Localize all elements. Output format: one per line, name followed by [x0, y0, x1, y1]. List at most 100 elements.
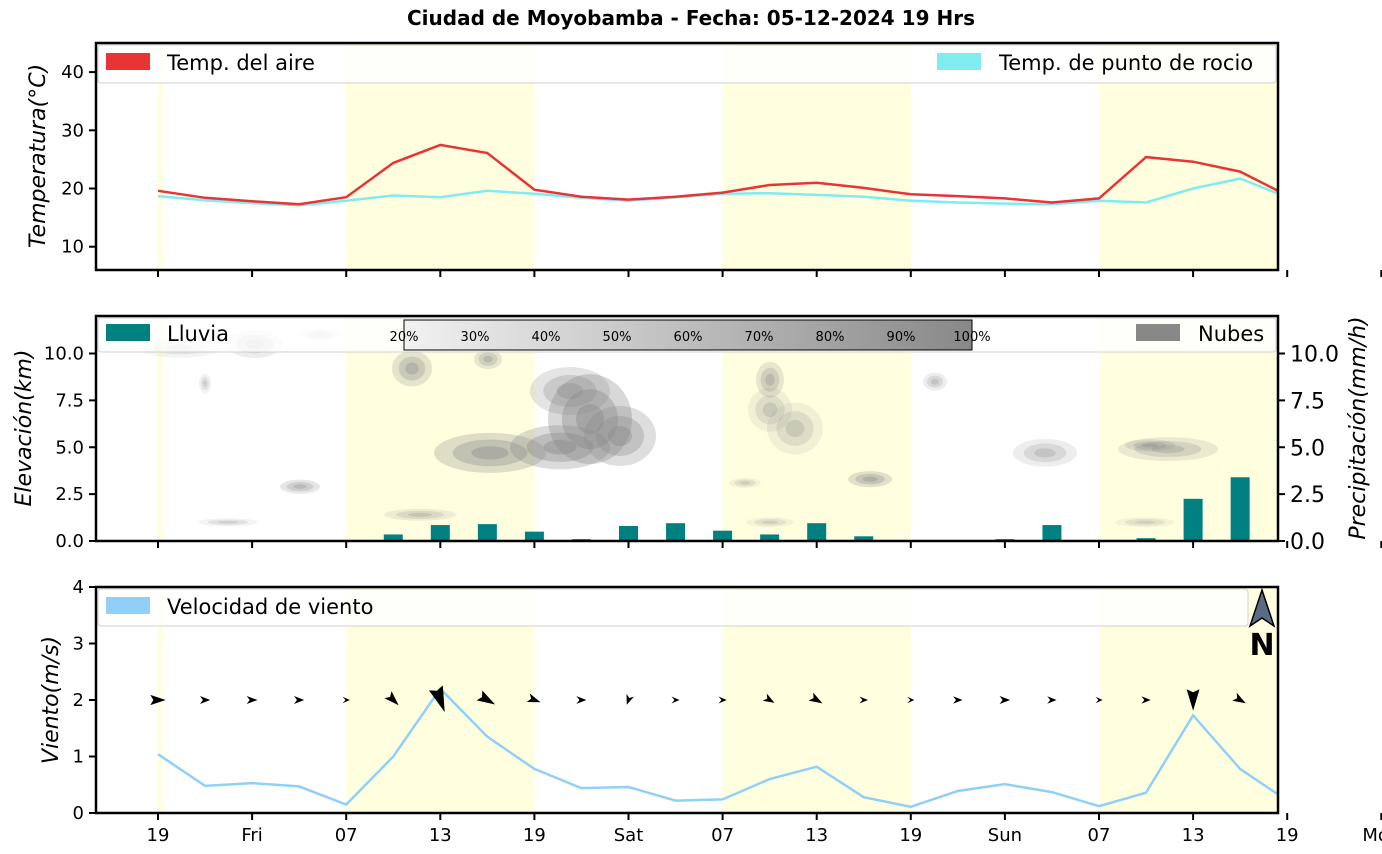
cloud-blob: [756, 361, 784, 398]
y-tick-label-right: 7.5: [1290, 389, 1325, 414]
wind-arrow: [1186, 689, 1200, 711]
cloud-blob: [293, 484, 307, 489]
cloud-blob: [201, 376, 209, 391]
cloud-blob: [398, 356, 426, 381]
wind-arrow: [150, 694, 166, 706]
wind-arrow: [859, 696, 868, 704]
y-tick-label: 0: [73, 803, 84, 824]
cloud-blob: [384, 508, 456, 521]
rain-bar: [430, 525, 450, 541]
cloud-blob: [199, 373, 211, 394]
wind-legend-box: [97, 588, 1249, 627]
colorbar-label: 70%: [745, 330, 774, 345]
legend-swatch-clouds: [1136, 324, 1180, 341]
cloud-blob: [1034, 448, 1056, 458]
rain-ylabel-right: Precipitación(mm/h): [1346, 316, 1371, 539]
wind-arrow: [626, 693, 634, 705]
north-label: N: [1249, 628, 1274, 663]
wind-arrow: [1095, 696, 1103, 704]
cloud-blob: [198, 518, 258, 527]
wind-layer: [150, 685, 1382, 809]
wind-arrow: [1141, 696, 1151, 704]
legend-label-dew: Temp. de punto de rocio: [998, 51, 1253, 75]
rain-bar: [666, 523, 686, 541]
plot-frame-1: [94, 314, 1280, 543]
wind-arrow: [1047, 696, 1057, 704]
north-arrow-icon: [1248, 587, 1276, 628]
cloud-blob: [434, 432, 546, 473]
cloud-blob: [739, 481, 751, 485]
wind-arrow: [246, 695, 258, 705]
x-tick-label: Mon: [1362, 825, 1382, 846]
legend-label-rain: Lluvia: [167, 322, 229, 346]
rain-ylabel-left: Elevación(km): [12, 350, 37, 507]
wind-arrow: [1377, 696, 1382, 703]
x-tick-label: 19: [523, 825, 546, 846]
cloud-blob: [543, 439, 577, 455]
y-tick-label: 40: [61, 62, 84, 83]
cloud-colorbar: [403, 319, 973, 351]
cloud-blob: [755, 395, 785, 425]
cloud-blob: [392, 350, 432, 387]
x-tick-label: 13: [805, 825, 828, 846]
cloud-blob: [562, 389, 618, 450]
cloud-blob: [452, 439, 528, 467]
wind-arrow: [1283, 697, 1291, 704]
legend-label-air: Temp. del aire: [166, 51, 315, 75]
colorbar-label: 20%: [390, 330, 419, 345]
day-band: [158, 316, 163, 541]
cloud-blob: [280, 479, 320, 494]
colorbar-label: 100%: [953, 330, 990, 345]
x-tick-label: 13: [429, 825, 452, 846]
y-tick-label: 10: [61, 237, 84, 258]
air-temp-line: [157, 143, 1278, 206]
legend-swatch-wind: [106, 597, 150, 614]
rain-bar: [760, 534, 780, 541]
y-tick-label: 3: [73, 634, 84, 655]
cloud-blob: [510, 425, 610, 470]
cloud-blob: [396, 510, 444, 519]
wind-arrow: [808, 692, 823, 704]
cloud-blob: [530, 367, 610, 415]
cloud-blob: [471, 446, 509, 460]
y-tick-label: 7.5: [55, 390, 84, 411]
y-tick-label: 2: [73, 690, 84, 711]
cloud-blob: [408, 512, 432, 517]
wind-arrow: [342, 696, 350, 704]
cloud-blob: [556, 383, 584, 399]
x-tick-label: 19: [147, 825, 170, 846]
x-tick-label: Fri: [241, 825, 262, 846]
cloud-blob: [767, 402, 823, 455]
y-tick-label-right: 2.5: [1290, 483, 1325, 508]
plot-frame-2: [94, 585, 1280, 815]
legend-swatch-air: [106, 53, 150, 70]
colorbar-label: 40%: [532, 330, 561, 345]
x-tick-label: 13: [1182, 825, 1205, 846]
cloud-blob: [1133, 441, 1167, 450]
wind-arrow: [1232, 692, 1246, 704]
rain-bar: [1183, 498, 1203, 541]
dew-point-line: [157, 177, 1278, 207]
y-tick-label-right: 5.0: [1290, 436, 1325, 461]
cloud-blob: [576, 404, 604, 435]
y-tick-label-right: 0.0: [1290, 530, 1325, 555]
x-tick-label: 07: [335, 825, 358, 846]
cloud-blob: [848, 471, 892, 488]
cloud-blob: [762, 402, 778, 418]
cloud-blob: [405, 362, 419, 375]
cloud-layer: [140, 328, 1218, 528]
wind-arrow: [576, 696, 587, 704]
temp-lines: [157, 143, 1278, 207]
cloud-blob: [746, 517, 794, 528]
cloud-blob: [927, 375, 943, 388]
chart-title: Ciudad de Moyobamba - Fecha: 05-12-2024 …: [407, 6, 975, 30]
legend-swatch-dew: [937, 53, 981, 70]
wind-arrow: [907, 696, 915, 704]
cloud-blob: [218, 520, 238, 524]
cloud-blob: [862, 476, 878, 482]
wind-arrow: [428, 685, 445, 713]
colorbar-label: 50%: [603, 330, 632, 345]
cloud-blob: [1141, 443, 1159, 448]
x-tick-label: Sat: [614, 825, 644, 846]
